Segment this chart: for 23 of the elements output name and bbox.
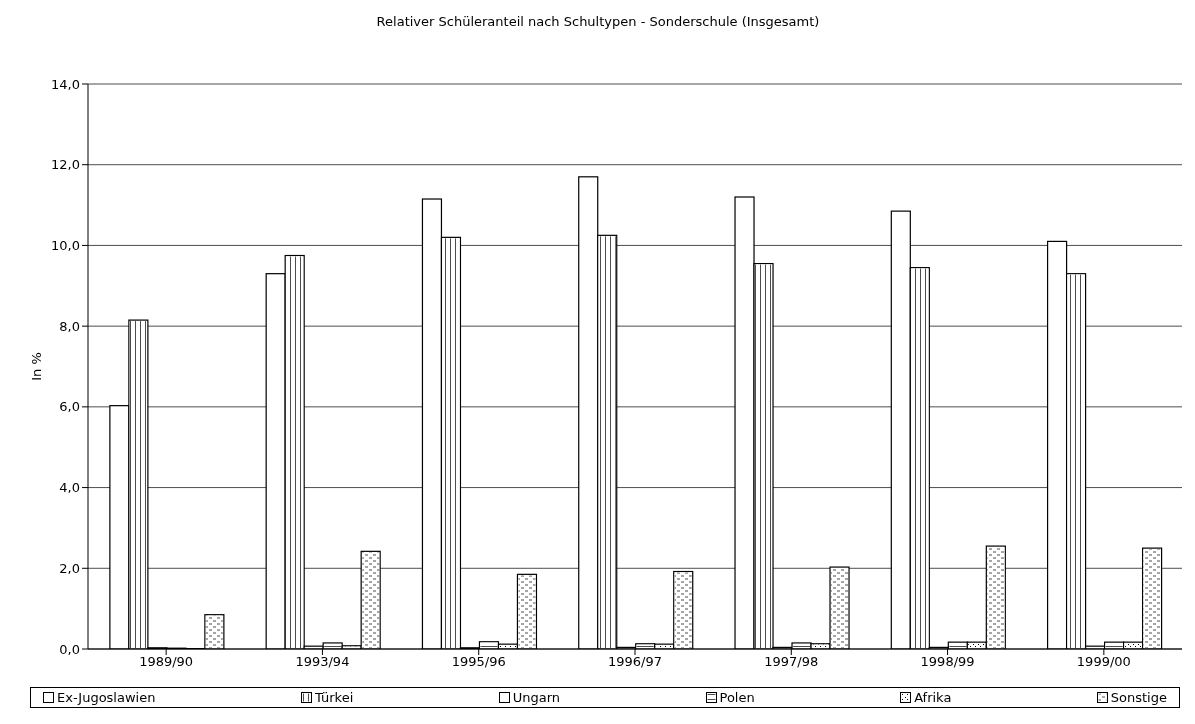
x-tick-label: 1995/96 <box>451 654 506 670</box>
x-tick-label: 1997/98 <box>764 654 819 670</box>
legend-label: Ungarn <box>512 690 561 705</box>
y-tick-label: 2,0 <box>59 560 80 576</box>
y-tick-label: 14,0 <box>51 76 80 92</box>
y-tick-label: 4,0 <box>59 480 80 496</box>
x-tick-label: 1996/97 <box>607 654 663 670</box>
chart-title: Relativer Schüleranteil nach Schultypen - Sonderschule (Insgesamt) <box>375 14 821 31</box>
y-tick-label: 0,0 <box>59 641 80 657</box>
y-tick-label: 6,0 <box>59 399 80 415</box>
legend-label: Polen <box>719 690 755 705</box>
y-tick-label: 10,0 <box>51 238 80 254</box>
y-axis-title: In % <box>28 352 44 381</box>
x-tick-label: 1989/90 <box>139 654 194 670</box>
legend-label: Sonstige <box>1110 690 1167 705</box>
y-tick-label: 12,0 <box>51 157 80 173</box>
legend-label: Ex-Jugoslawien <box>57 690 156 705</box>
x-tick-label: 1998/99 <box>920 654 975 670</box>
x-tick-label: 1999/00 <box>1076 654 1131 670</box>
legend-label: Türkei <box>314 690 354 705</box>
x-tick-label: 1993/94 <box>295 654 350 670</box>
y-tick-label: 8,0 <box>59 318 80 334</box>
legend-label: Afrika <box>914 690 952 705</box>
